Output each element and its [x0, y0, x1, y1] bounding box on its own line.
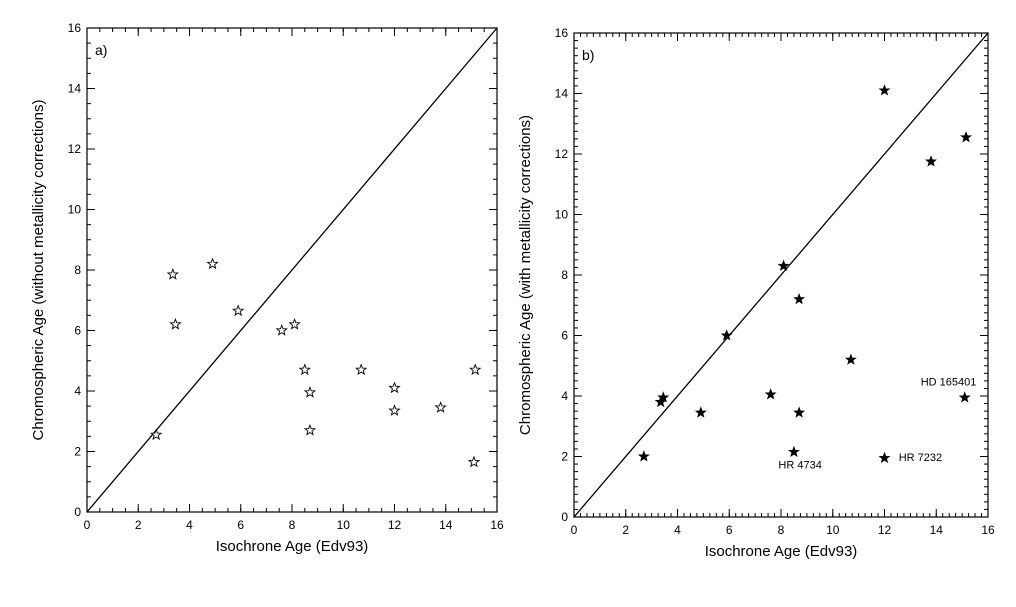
x-tick-label: 12 [388, 518, 402, 532]
y-tick-label: 2 [561, 450, 568, 464]
y-tick-label: 14 [555, 87, 569, 101]
x-tick-label: 6 [726, 523, 733, 537]
data-point-star [844, 353, 857, 365]
data-point-star [303, 386, 317, 398]
x-tick-label: 0 [84, 518, 91, 532]
x-tick-label: 16 [490, 518, 504, 532]
x-tick-label: 14 [930, 523, 944, 537]
data-point-star [275, 324, 288, 336]
y-tick-label: 6 [561, 329, 568, 343]
y-tick-label: 8 [74, 263, 81, 277]
data-point-star [960, 131, 972, 143]
data-point-star [793, 406, 806, 418]
y-tick-label: 0 [74, 505, 81, 519]
data-point-star [637, 450, 650, 462]
data-point-star [434, 401, 447, 413]
y-axis-title: Chromospheric Age (with metallicity corr… [517, 115, 534, 435]
data-point-star [925, 155, 938, 167]
data-point-star [206, 257, 219, 270]
panel-label: a) [95, 42, 107, 58]
y-tick-label: 2 [74, 445, 81, 459]
data-point-star [169, 317, 182, 330]
data-point-star [298, 363, 311, 376]
data-point-star [793, 292, 806, 305]
data-point-star [777, 259, 790, 271]
scatter-panel-a: 0 2 4 6 8 10 12 14 16 0 2 4 6 8 10 12 14 16 Isochrone Age … [30, 21, 504, 555]
data-point-star [388, 381, 401, 394]
data-point-star [958, 391, 971, 403]
data-point-star [355, 363, 368, 376]
data-point-star [469, 363, 482, 376]
data-point-star [878, 451, 891, 464]
data-point-star [764, 388, 777, 400]
x-tick-label: 12 [878, 523, 892, 537]
data-point-star [303, 423, 317, 436]
x-tick-label: 14 [439, 518, 453, 532]
y-tick-label: 4 [561, 389, 568, 403]
x-axis-title: Isochrone Age (Edv93) [216, 538, 369, 555]
x-tick-label: 16 [981, 523, 995, 537]
data-point-star [467, 455, 481, 468]
x-tick-label: 4 [674, 523, 681, 537]
star-annotation: HD 165401 [921, 376, 977, 388]
y-tick-label: 4 [74, 384, 81, 398]
y-tick-label: 16 [555, 26, 569, 40]
data-point-star [166, 268, 180, 280]
data-point-star [878, 84, 891, 96]
x-tick-label: 4 [186, 518, 193, 532]
star-annotation: HR 7232 [899, 452, 942, 464]
y-tick-label: 12 [68, 142, 82, 156]
identity-line [573, 32, 989, 518]
x-axis-title: Isochrone Age (Edv93) [705, 543, 858, 560]
data-point-star [720, 329, 733, 341]
y-tick-label: 16 [68, 21, 82, 35]
data-point-star [787, 445, 800, 458]
y-axis-title: Chromospheric Age (without metallicity c… [30, 100, 47, 441]
y-tick-label: 8 [561, 268, 568, 282]
y-tick-label: 12 [555, 147, 569, 161]
identity-line [86, 27, 498, 513]
x-tick-label: 2 [622, 523, 629, 537]
y-tick-label: 6 [74, 324, 81, 338]
data-point-star [288, 317, 301, 330]
y-tick-label: 10 [555, 208, 569, 222]
data-point-star [657, 391, 670, 403]
scatter-panel-b: 0 2 4 6 8 10 12 14 16 0 2 4 6 8 10 12 14 16 Isochrone Age … [517, 26, 995, 560]
panel-label: b) [582, 47, 594, 63]
data-point-star [232, 304, 245, 317]
data-point-star [150, 428, 163, 441]
x-tick-label: 8 [289, 518, 296, 532]
data-point-star [694, 406, 707, 418]
x-tick-label: 10 [337, 518, 351, 532]
x-tick-label: 2 [135, 518, 142, 532]
star-annotation: HR 4734 [778, 460, 821, 472]
y-tick-label: 14 [68, 82, 82, 96]
x-tick-label: 8 [778, 523, 785, 537]
x-tick-label: 10 [826, 523, 840, 537]
x-tick-label: 0 [571, 523, 578, 537]
data-point-star [388, 404, 401, 416]
x-tick-label: 6 [237, 518, 244, 532]
y-tick-label: 0 [561, 510, 568, 524]
y-tick-label: 10 [68, 203, 82, 217]
